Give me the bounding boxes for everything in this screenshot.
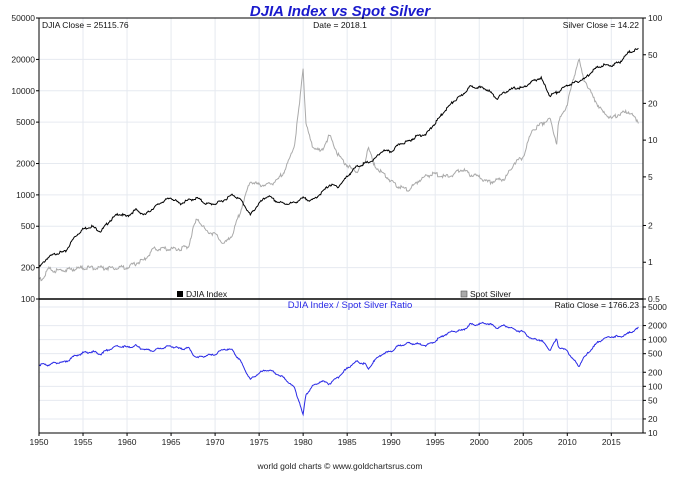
ratio-title: DJIA Index / Spot Silver Ratio bbox=[288, 300, 413, 311]
x-tick-label: 2005 bbox=[514, 437, 533, 447]
right-tick-label: 1 bbox=[648, 257, 653, 267]
right-tick-label: 20 bbox=[648, 98, 658, 108]
right-tick-label: 0.5 bbox=[648, 294, 660, 304]
x-tick-label: 1975 bbox=[250, 437, 269, 447]
right-tick-label: 2 bbox=[648, 220, 653, 230]
ratio-series-line bbox=[38, 321, 639, 417]
djia-series-line bbox=[38, 47, 639, 268]
plot-frame bbox=[38, 17, 644, 434]
ratio-tick-label: 200 bbox=[648, 367, 662, 377]
x-tick-label: 1955 bbox=[74, 437, 93, 447]
right-tick-label: 5 bbox=[648, 172, 653, 182]
right-tick-label: 50 bbox=[648, 50, 658, 60]
x-tick-label: 1950 bbox=[30, 437, 49, 447]
djia-close-readout: DJIA Close = 25115.76 bbox=[42, 20, 129, 30]
silver-close-readout: Silver Close = 14.22 bbox=[563, 20, 640, 30]
legend-djia-label: DJIA Index bbox=[186, 289, 228, 299]
grid bbox=[38, 17, 643, 434]
x-tick-label: 1980 bbox=[294, 437, 313, 447]
x-tick-label: 1985 bbox=[338, 437, 357, 447]
silver-series-line bbox=[38, 58, 639, 282]
x-tick-label: 2015 bbox=[602, 437, 621, 447]
right-tick-label: 10 bbox=[648, 135, 658, 145]
x-tick-label: 2010 bbox=[558, 437, 577, 447]
x-tick-label: 1970 bbox=[206, 437, 225, 447]
left-tick-label: 10000 bbox=[11, 86, 35, 96]
ratio-tick-label: 10 bbox=[648, 428, 658, 438]
left-tick-label: 1000 bbox=[16, 190, 35, 200]
left-tick-label: 5000 bbox=[16, 117, 35, 127]
left-tick-label: 500 bbox=[21, 221, 35, 231]
ratio-close-readout: Ratio Close = 1766.23 bbox=[555, 300, 640, 310]
ratio-tick-label: 1000 bbox=[648, 335, 667, 345]
axes: 1950 1955 1960 1965 1970 1975 1980 1985 1990 1995… bbox=[11, 13, 667, 447]
x-tick-label: 1965 bbox=[162, 437, 181, 447]
footer-credit: world gold charts © www.goldchartsrus.co… bbox=[257, 461, 423, 471]
series-layer bbox=[38, 47, 639, 417]
left-tick-label: 2000 bbox=[16, 159, 35, 169]
left-tick-label: 100 bbox=[21, 294, 35, 304]
x-tick-label: 1960 bbox=[118, 437, 137, 447]
left-tick-label: 200 bbox=[21, 263, 35, 273]
ratio-tick-label: 20 bbox=[648, 414, 658, 424]
legend-silver-swatch bbox=[460, 290, 468, 298]
x-tick-label: 1990 bbox=[382, 437, 401, 447]
ratio-tick-label: 100 bbox=[648, 381, 662, 391]
ratio-tick-label: 500 bbox=[648, 349, 662, 359]
chart-title: DJIA Index vs Spot Silver bbox=[250, 3, 431, 20]
legend-silver-label: Spot Silver bbox=[470, 289, 511, 299]
ratio-tick-label: 5000 bbox=[648, 302, 667, 312]
legend-djia-swatch bbox=[177, 291, 183, 297]
x-tick-label: 1995 bbox=[426, 437, 445, 447]
left-tick-label: 50000 bbox=[11, 13, 35, 23]
ratio-tick-label: 50 bbox=[648, 395, 658, 405]
x-tick-label: 2000 bbox=[470, 437, 489, 447]
right-tick-label: 100 bbox=[648, 13, 662, 23]
date-readout: Date = 2018.1 bbox=[313, 20, 367, 30]
left-tick-label: 20000 bbox=[11, 54, 35, 64]
ratio-tick-label: 2000 bbox=[648, 321, 667, 331]
